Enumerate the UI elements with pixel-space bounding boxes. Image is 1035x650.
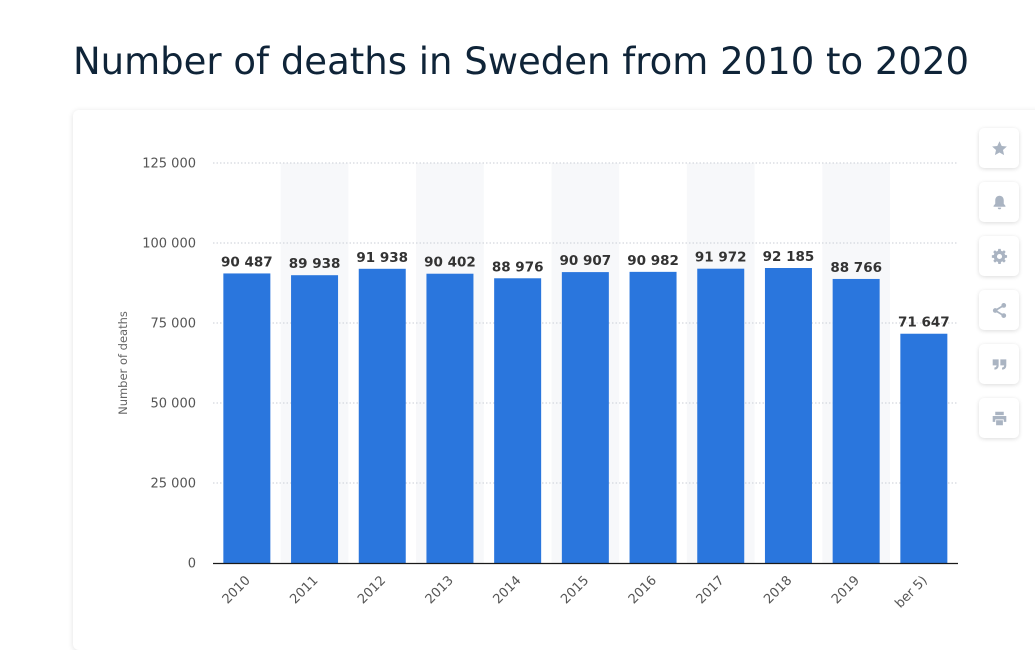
x-tick-label: 2010 bbox=[220, 573, 254, 607]
y-tick-label: 75 000 bbox=[151, 317, 197, 332]
star-icon bbox=[991, 140, 1007, 155]
page-title: Number of deaths in Sweden from 2010 to … bbox=[73, 40, 970, 83]
value-label: 92 185 bbox=[763, 249, 815, 265]
gear-icon bbox=[991, 248, 1007, 264]
bar bbox=[764, 268, 812, 563]
value-label: 88 766 bbox=[830, 260, 882, 276]
x-tick-label: 2014 bbox=[490, 573, 524, 607]
x-tick-label: 2012 bbox=[355, 573, 389, 607]
favorite-button[interactable] bbox=[979, 128, 1019, 168]
quote-icon bbox=[992, 358, 1006, 370]
bar bbox=[223, 273, 271, 563]
bar bbox=[358, 268, 406, 563]
bar bbox=[561, 272, 609, 563]
y-axis-title: Number of deaths bbox=[116, 311, 130, 415]
chart-toolbar bbox=[979, 128, 1021, 452]
y-tick-label: 50 000 bbox=[151, 397, 197, 412]
bar bbox=[291, 275, 339, 563]
value-label: 88 976 bbox=[492, 259, 544, 275]
x-tick-label: 2011 bbox=[287, 573, 321, 607]
print-icon bbox=[992, 411, 1006, 425]
bar bbox=[832, 278, 880, 563]
bell-icon bbox=[993, 195, 1005, 209]
x-tick-label: 2019 bbox=[829, 573, 863, 607]
bar bbox=[697, 268, 745, 563]
x-tick-label: ber 5) bbox=[892, 573, 930, 611]
bar bbox=[900, 333, 948, 563]
settings-button[interactable] bbox=[979, 236, 1019, 276]
value-label: 91 938 bbox=[356, 250, 408, 266]
y-tick-label: 125 000 bbox=[142, 157, 196, 172]
value-label: 71 647 bbox=[898, 315, 950, 331]
bar bbox=[494, 278, 542, 563]
y-tick-label: 100 000 bbox=[142, 237, 196, 252]
x-tick-label: 2013 bbox=[423, 573, 457, 607]
x-tick-label: 2018 bbox=[761, 573, 795, 607]
bar bbox=[629, 271, 677, 563]
y-tick-label: 0 bbox=[188, 557, 196, 572]
x-tick-label: 2016 bbox=[626, 573, 660, 607]
value-label: 90 907 bbox=[560, 253, 612, 269]
x-tick-label: 2015 bbox=[558, 573, 592, 607]
value-label: 90 487 bbox=[221, 254, 273, 270]
share-button[interactable] bbox=[979, 290, 1019, 330]
y-tick-label: 25 000 bbox=[151, 477, 197, 492]
notification-button[interactable] bbox=[979, 182, 1019, 222]
bar bbox=[426, 273, 474, 563]
value-label: 90 402 bbox=[424, 255, 476, 271]
share-icon bbox=[992, 302, 1006, 318]
x-tick-label: 2017 bbox=[694, 573, 728, 607]
value-label: 90 982 bbox=[627, 253, 679, 269]
cite-button[interactable] bbox=[979, 344, 1019, 384]
value-label: 91 972 bbox=[695, 250, 747, 266]
value-label: 89 938 bbox=[289, 256, 341, 272]
print-button[interactable] bbox=[979, 398, 1019, 438]
